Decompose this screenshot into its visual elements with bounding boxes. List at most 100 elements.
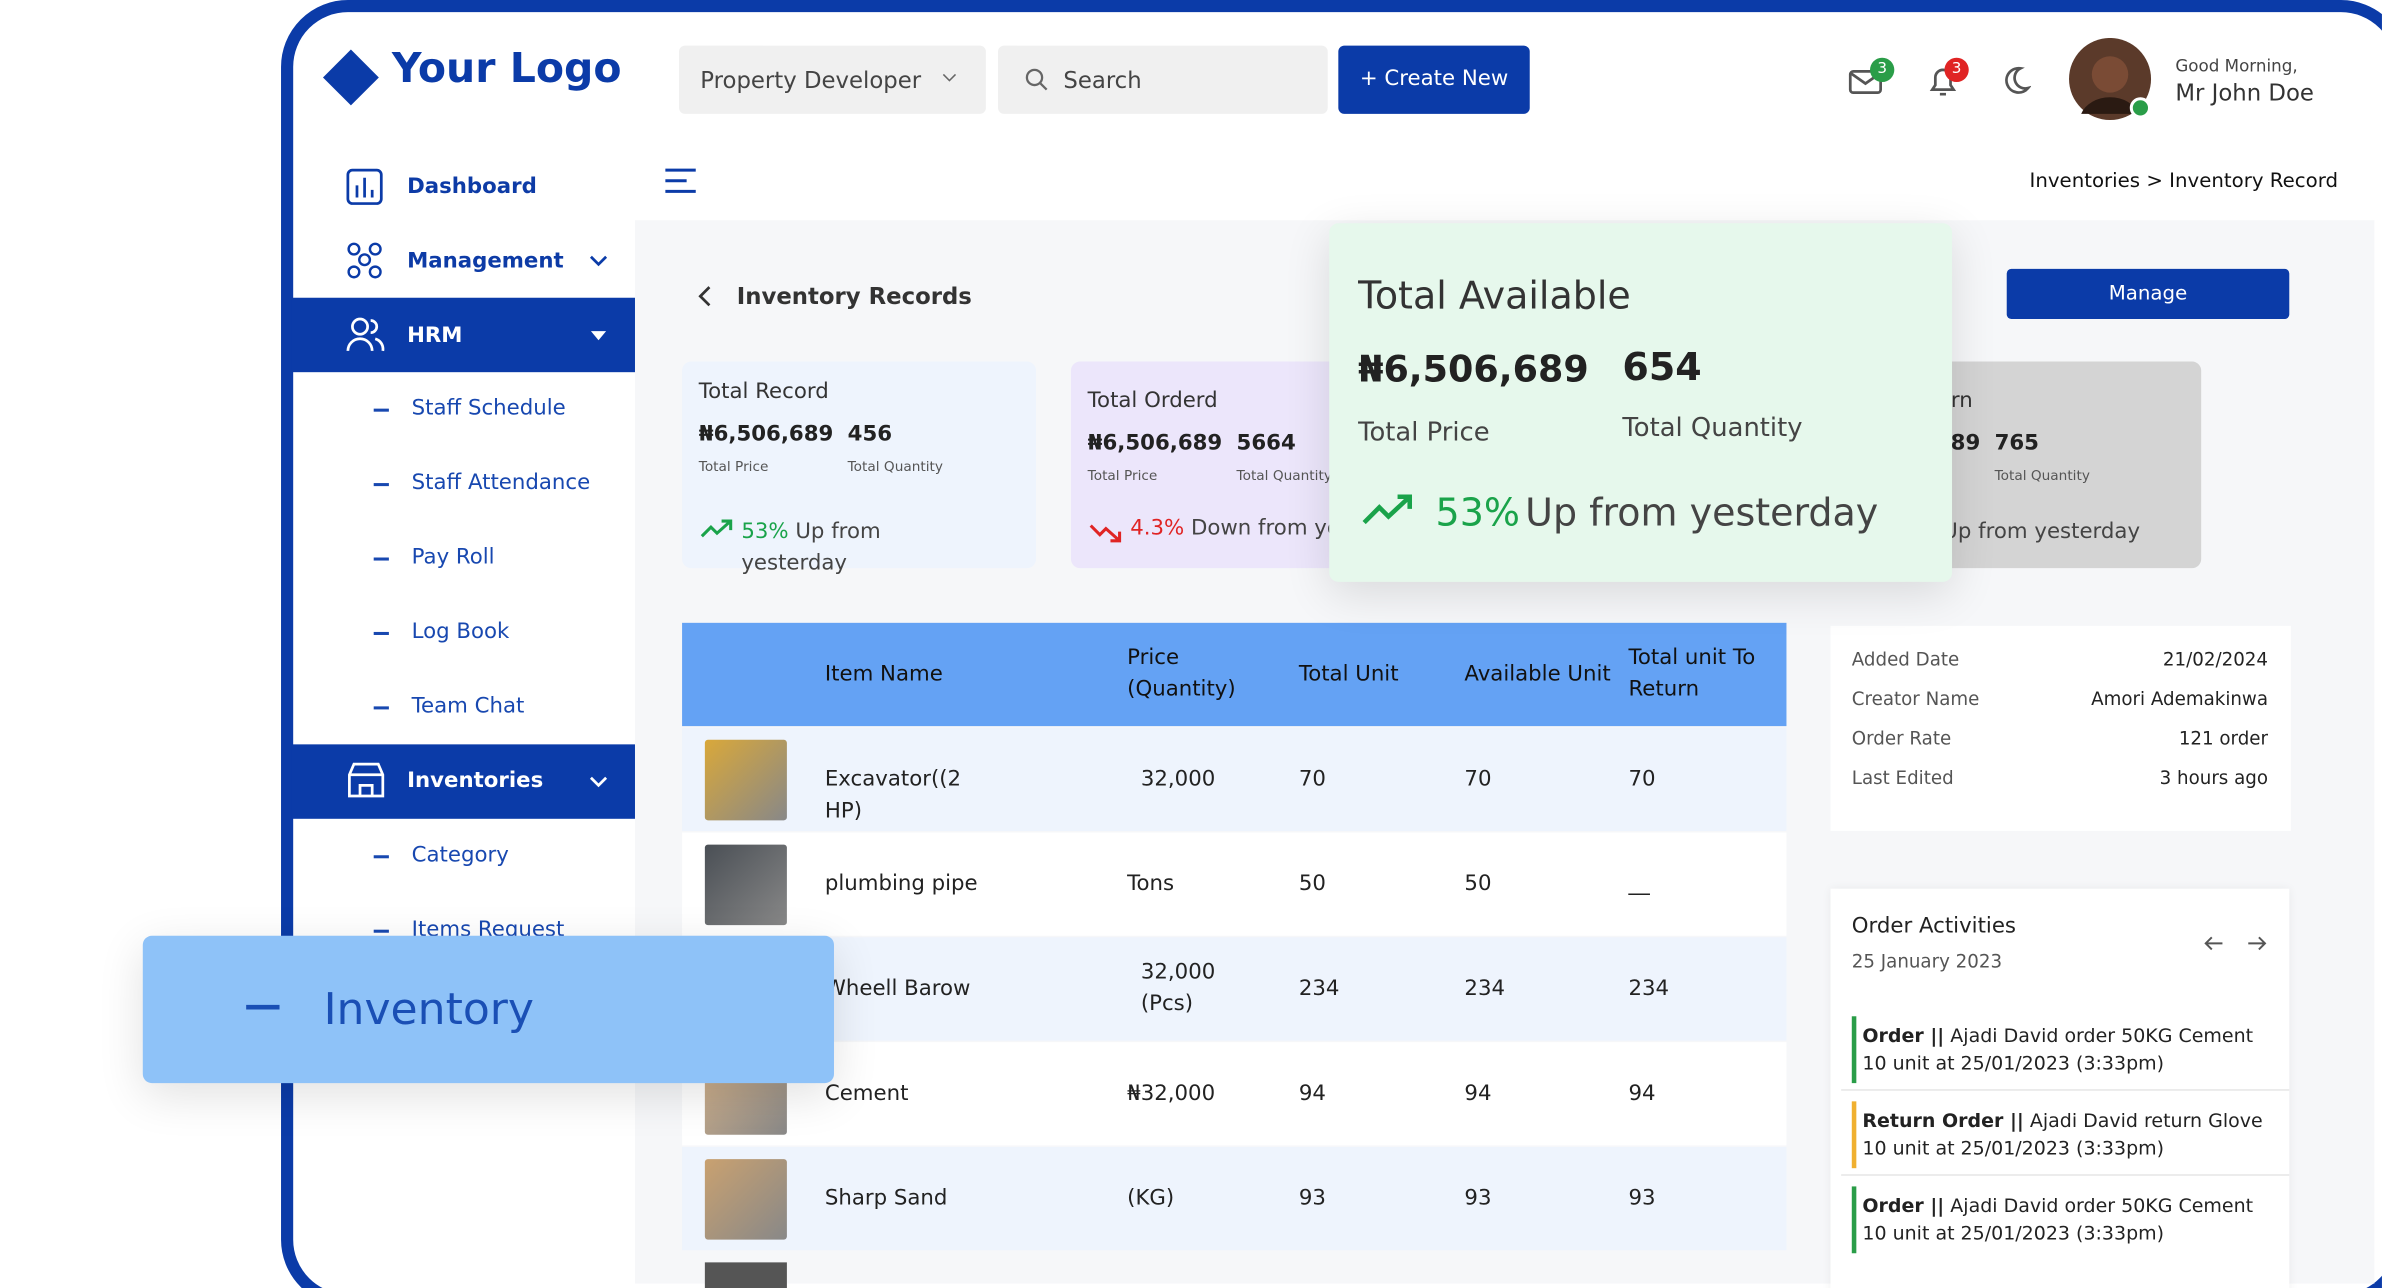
change-value: 4.3% [1130, 516, 1185, 541]
manage-text: Manage [2108, 282, 2188, 306]
activity-text: Ajadi David order 50KG Cement 10 unit at… [1862, 1194, 2254, 1245]
chevron [589, 255, 608, 267]
dash [373, 408, 389, 412]
activity-bar [1851, 1186, 1857, 1254]
activities-title: Order Activities [1851, 914, 2017, 939]
stat-card [682, 361, 1037, 569]
theme-icon[interactable] [1998, 64, 2032, 97]
card-title: Total Record [698, 379, 829, 405]
highlight-quantity: 654 [1622, 344, 1702, 389]
nav-subitem[interactable]: Staff Attendance [411, 470, 591, 496]
detail-label: Added Date [1851, 648, 1960, 670]
nav-item[interactable]: Dashboard [407, 174, 537, 200]
search-icon [1025, 68, 1048, 91]
highlight-change: 53% [1435, 490, 1520, 535]
nav-item: HRM [407, 323, 463, 348]
activity: Return Order || Ajadi David return Glove… [1862, 1107, 2272, 1162]
card-title: Total Orderd [1087, 388, 1218, 414]
create-button[interactable] [1338, 45, 1530, 114]
nav-subitem[interactable]: Log Book [411, 619, 510, 645]
detail-value: 21/02/2024 [2162, 648, 2269, 670]
cell: 234 [1464, 976, 1506, 1002]
management-icon [347, 242, 382, 279]
logo: Your Logo [391, 45, 622, 93]
card-quantity-label: Total Quantity [1236, 469, 1332, 485]
activities-date: 25 January 2023 [1851, 950, 2003, 973]
highlight-title: Total Available [1358, 273, 1631, 318]
dash [373, 855, 389, 859]
table-row [682, 832, 1787, 936]
bell-badge-text: 3 [1951, 60, 1962, 78]
nav-subitem[interactable]: Category [411, 843, 509, 868]
cell: 32,000 (Pcs) [1140, 960, 1216, 1017]
cell: 234 [1298, 976, 1340, 1002]
activity: Order || Ajadi David order 50KG Cement 1… [1862, 1022, 2272, 1077]
search-box[interactable] [998, 45, 1328, 114]
activity-bar [1851, 1101, 1857, 1169]
role-text: Property Developer [700, 66, 922, 95]
nav-subitem[interactable]: Staff Schedule [411, 396, 566, 421]
details-panel [1830, 625, 2291, 831]
detail-value: Amori Ademakinwa [2091, 688, 2269, 710]
cell: 70 [1464, 767, 1492, 792]
breadcrumb: Inventories > Inventory Record [2029, 170, 2339, 193]
create-text: + Create New [1359, 66, 1509, 92]
caret [590, 331, 607, 341]
table-header [682, 622, 1787, 727]
cell: 93 [1298, 1186, 1326, 1211]
cell: plumbing pipe [824, 871, 978, 897]
cell: __ [1628, 871, 1650, 897]
item-image [704, 739, 787, 821]
column-header: Item Name [824, 662, 943, 687]
chevron [942, 73, 957, 82]
nav-subitem[interactable]: Team Chat [411, 694, 525, 719]
item-image [704, 844, 787, 926]
cell: 70 [1298, 767, 1326, 792]
card-quantity: 765 [1994, 431, 2039, 456]
cell: Excavator((2 HP) [824, 767, 962, 824]
activity-type: Return Order || [1862, 1108, 2024, 1132]
activity-text: Ajadi David order 50KG Cement 10 unit at… [1862, 1023, 2254, 1075]
manage-button[interactable] [2006, 268, 2290, 320]
back-icon[interactable] [696, 284, 714, 308]
item-image [704, 1159, 787, 1240]
card-quantity: 456 [847, 422, 893, 447]
pager[interactable] [2203, 933, 2273, 954]
card-change: 53% Up from yesterday [741, 516, 938, 580]
cell: 32,000 [1140, 767, 1216, 792]
card-price-label: Total Price [698, 460, 769, 476]
cell: Tons [1127, 871, 1175, 897]
nav-item[interactable]: Management [407, 249, 564, 274]
divider [1841, 1089, 2290, 1091]
item-image [704, 1262, 787, 1288]
table-row [682, 1042, 1787, 1146]
inventory-icon [348, 762, 385, 798]
activities-panel [1830, 888, 2290, 1288]
menu-toggle[interactable] [664, 167, 700, 197]
column-header: Price (Quantity) [1127, 645, 1236, 702]
dash [373, 631, 389, 635]
table-row [682, 1146, 1787, 1251]
avatar[interactable] [2069, 37, 2157, 126]
nav-active[interactable] [291, 297, 635, 373]
change-text: Up from yesterday [741, 519, 881, 576]
dash [373, 706, 389, 710]
cell: ₦32,000 [1127, 1081, 1216, 1106]
callout-text: Inventory [323, 982, 534, 1035]
hrm-icon [346, 317, 385, 352]
nav-subitem[interactable]: Pay Roll [411, 545, 495, 570]
detail-label: Last Edited [1851, 767, 1954, 789]
table-row [682, 937, 1787, 1041]
dash [246, 1004, 280, 1010]
change-value: 53% [741, 519, 789, 544]
highlight-price-label: Total Price [1358, 417, 1490, 449]
highlight-quantity-label: Total Quantity [1622, 413, 1803, 444]
bell-badge [1944, 57, 1969, 83]
cell: 50 [1464, 871, 1492, 897]
greeting: Good Morning, [2175, 56, 2298, 76]
cell: 93 [1464, 1186, 1492, 1211]
role-select[interactable] [679, 45, 986, 114]
mail-badge [1870, 57, 1895, 83]
column-header: Total unit To Return [1628, 645, 1756, 702]
cell: Sharp Sand [824, 1186, 948, 1211]
